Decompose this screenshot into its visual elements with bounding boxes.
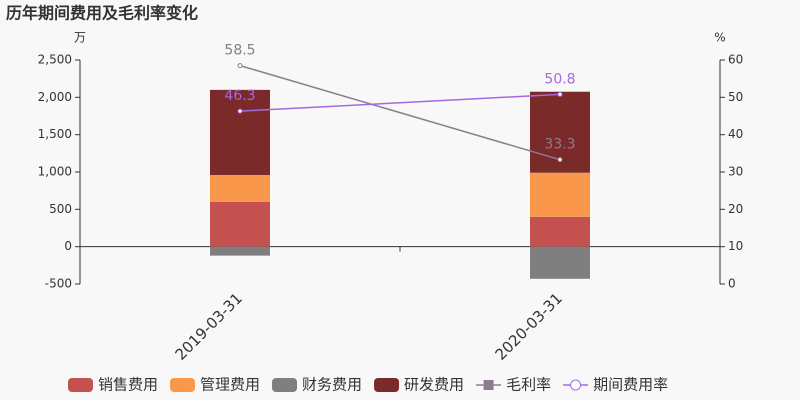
y-tick-label: 2,500 bbox=[38, 53, 72, 67]
legend-label: 研发费用 bbox=[404, 376, 464, 394]
bar bbox=[530, 246, 590, 279]
legend-swatch bbox=[272, 378, 298, 392]
x-tick-label: 2019-03-31 bbox=[172, 289, 246, 363]
bar bbox=[210, 201, 270, 247]
value-label: 58.5 bbox=[224, 43, 255, 59]
y-tick-label: 1,000 bbox=[38, 165, 72, 179]
line bbox=[239, 93, 561, 112]
legend-marker bbox=[570, 379, 582, 391]
legend-marker bbox=[483, 380, 494, 390]
bar bbox=[530, 172, 590, 217]
bar bbox=[210, 246, 270, 256]
y2-tick-label: 30 bbox=[728, 165, 743, 179]
y2-tick-label: 10 bbox=[728, 239, 743, 253]
bar bbox=[210, 174, 270, 202]
y-tick-label: 1,500 bbox=[38, 127, 72, 141]
point bbox=[557, 157, 563, 163]
x-tick-label: 2020-03-31 bbox=[492, 289, 566, 363]
y2-tick-label: 20 bbox=[728, 202, 743, 216]
point bbox=[237, 63, 243, 69]
legend-label: 销售费用 bbox=[98, 376, 158, 394]
y-tick-label: -500 bbox=[45, 277, 72, 291]
y2-tick-label: 40 bbox=[728, 127, 743, 141]
value-label: 46.3 bbox=[224, 88, 255, 104]
value-label: 50.8 bbox=[544, 71, 575, 87]
legend-label: 毛利率 bbox=[506, 376, 551, 394]
y2-tick-label: 60 bbox=[728, 53, 743, 67]
y-tick-label: 0 bbox=[64, 239, 72, 253]
y-tick-label: 2,000 bbox=[38, 90, 72, 104]
y-axis-label: 万 bbox=[74, 31, 86, 45]
legend-label: 财务费用 bbox=[302, 376, 362, 394]
y2-tick-label: 50 bbox=[728, 90, 743, 104]
value-label: 33.3 bbox=[544, 137, 575, 153]
legend-label: 期间费用率 bbox=[593, 376, 668, 394]
point bbox=[557, 91, 563, 97]
y2-tick-label: 0 bbox=[728, 277, 736, 291]
bar bbox=[210, 89, 270, 175]
legend-swatch bbox=[68, 378, 93, 392]
line bbox=[239, 64, 561, 161]
legend-label: 管理费用 bbox=[200, 376, 260, 394]
legend-swatch bbox=[374, 378, 400, 392]
bar bbox=[530, 216, 590, 247]
y2-axis-label: % bbox=[714, 31, 725, 45]
y-tick-label: 500 bbox=[49, 202, 72, 216]
point bbox=[237, 108, 243, 114]
legend-swatch bbox=[170, 378, 196, 392]
chart-title: 历年期间费用及毛利率变化 bbox=[6, 4, 198, 23]
